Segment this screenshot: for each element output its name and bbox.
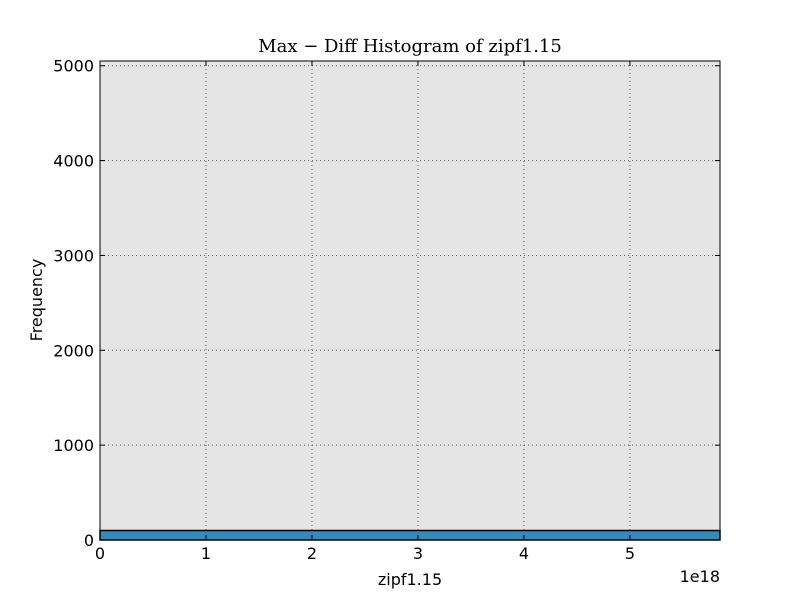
x-tick-label: 4 [519, 544, 529, 563]
y-tick-label: 3000 [53, 246, 94, 265]
histogram-bar [99, 529, 721, 541]
x-axis-offset-label: 1e18 [680, 567, 720, 586]
x-tick-label: 3 [413, 544, 423, 563]
x-tick-label: 5 [625, 544, 635, 563]
x-axis-ticks: 0 1 2 3 4 5 [95, 61, 635, 563]
y-tick-label: 5000 [53, 57, 94, 76]
chart-title: Max − Diff Histogram of zipf1.15 [258, 36, 562, 57]
y-axis-ticks: 0 1000 2000 3000 4000 5000 [53, 57, 720, 550]
plot-frame [99, 60, 721, 541]
x-tick-label: 2 [307, 544, 317, 563]
x-tick-label: 1 [201, 544, 211, 563]
grid-lines [100, 61, 720, 540]
plot-area [100, 61, 720, 540]
y-tick-label: 0 [84, 531, 94, 550]
x-axis-label: zipf1.15 [378, 570, 442, 589]
y-axis-label: Frequency [27, 259, 46, 342]
y-tick-label: 4000 [53, 152, 94, 171]
x-tick-label: 0 [95, 544, 105, 563]
y-tick-label: 2000 [53, 341, 94, 360]
y-tick-label: 1000 [53, 436, 94, 455]
histogram-bars [99, 529, 721, 541]
